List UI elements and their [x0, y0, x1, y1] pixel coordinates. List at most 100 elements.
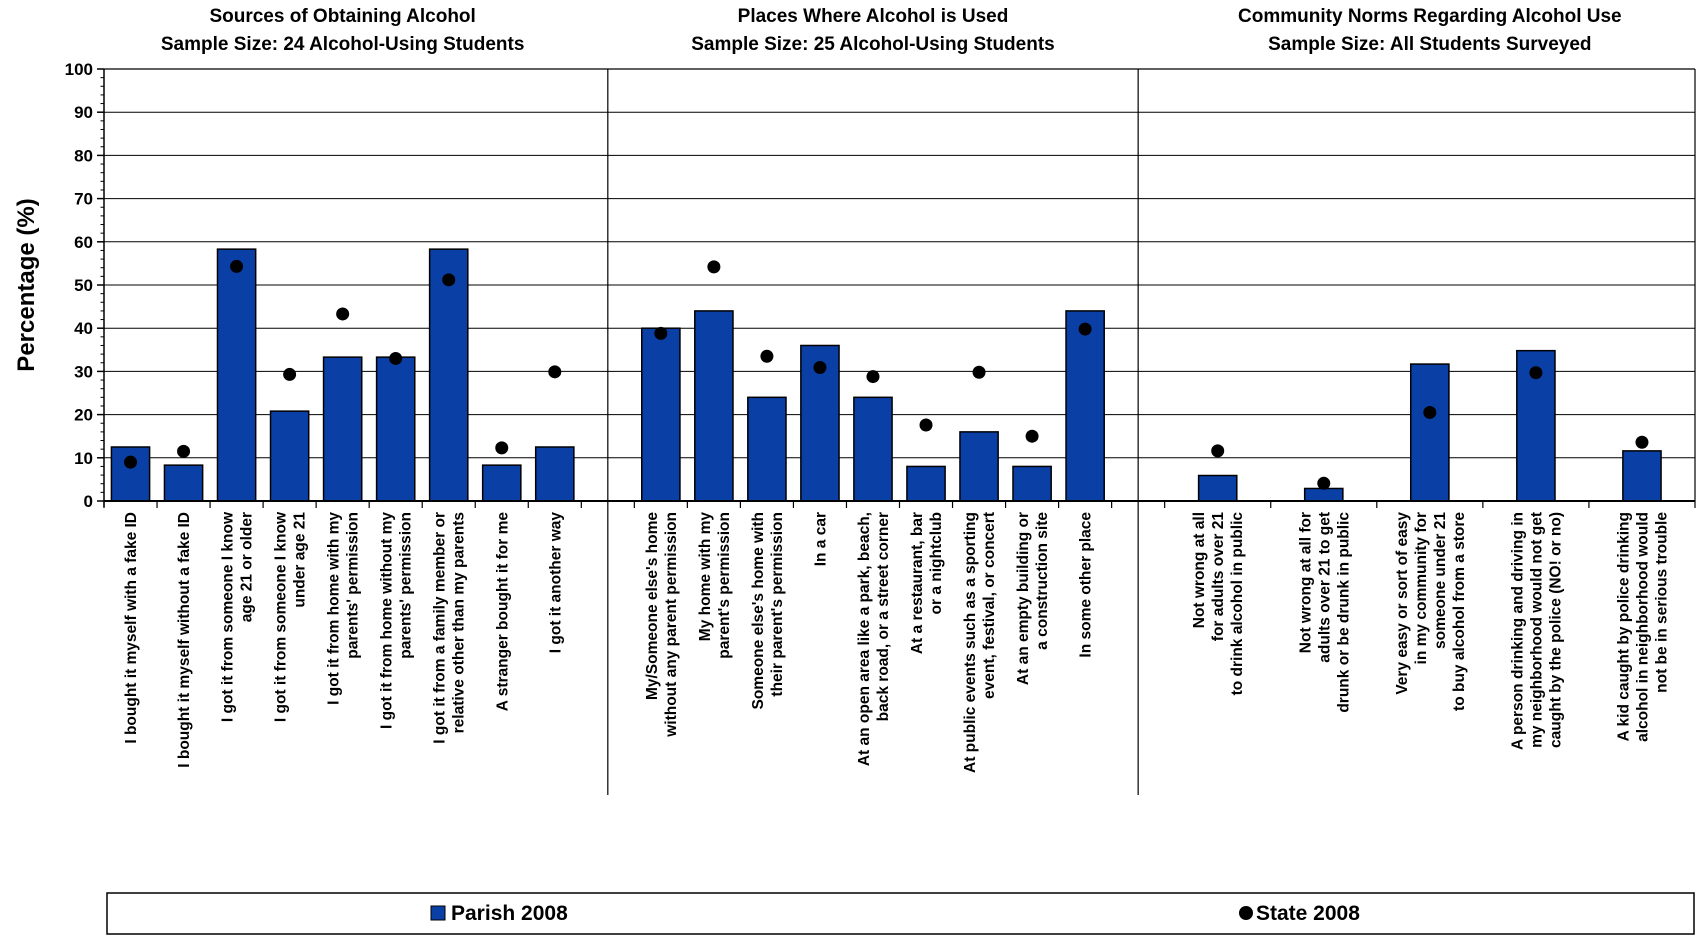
gridlines — [104, 111, 1695, 459]
state-dot — [1211, 444, 1225, 458]
panel-title-line: Sample Size: 24 Alcohol-Using Students — [161, 34, 525, 55]
x-category-label: A person drinking and driving in my neigh… — [1509, 512, 1564, 750]
x-category-label: A stranger bought it for me — [494, 512, 511, 712]
parish-bar — [1197, 474, 1238, 502]
state-dot — [866, 370, 880, 384]
state-dot — [1025, 429, 1039, 443]
state-dot — [972, 365, 986, 379]
legend-parish-swatch — [430, 905, 446, 921]
panel-titles: Sources of Obtaining Alcohol Sample Size:… — [161, 6, 1622, 55]
y-tick-labels: 0 10 20 30 40 50 60 70 80 90 100 — [65, 60, 93, 511]
y-axis-label: Percentage (%) — [13, 198, 40, 371]
x-category-label: Very easy or sort of easy in my community… — [1394, 512, 1468, 711]
x-category-label-line: to drink alcohol in public — [1229, 512, 1246, 696]
state-dot — [919, 418, 933, 432]
x-category-label-line: I bought it myself without a fake ID — [176, 512, 193, 768]
x-category-label-line: age 21 or older — [239, 512, 256, 622]
state-dot — [1423, 405, 1437, 419]
parish-bar — [694, 310, 734, 502]
parish-bars — [110, 248, 1662, 502]
state-dot — [336, 307, 350, 321]
x-category-label-line: In some other place — [1078, 512, 1095, 658]
x-category-label-line: not be in serious trouble — [1653, 512, 1670, 693]
x-category-label-line: I got it from someone I know — [273, 511, 290, 722]
x-category-label: I got it another way — [547, 512, 564, 654]
x-category-label: I bought it myself without a fake ID — [176, 512, 193, 768]
legend-box — [106, 892, 1695, 935]
state-dot — [813, 361, 827, 375]
parish-bar — [163, 464, 204, 502]
x-category-label: I got it from home with my parents' permi… — [326, 512, 362, 705]
x-category-label-line: I got it another way — [547, 512, 564, 654]
x-category-label: I got it from home without my parents' pe… — [379, 512, 415, 729]
x-category-label-line: parent's permission — [716, 512, 733, 659]
x-category-label-line: in my community for — [1413, 512, 1430, 664]
x-category-label: At an empty building or a construction si… — [1015, 512, 1051, 685]
state-dot — [760, 349, 774, 363]
x-category-label-line: I got it from home without my — [379, 512, 396, 729]
state-dot — [177, 444, 191, 458]
parish-bar — [534, 446, 575, 502]
x-category-label: I got it from a family member or relative… — [432, 512, 468, 744]
x-category-label-line: their parent's permission — [769, 512, 786, 697]
x-category-label-line: A stranger bought it for me — [494, 512, 511, 712]
x-category-label-line: my neighborhood would not get — [1528, 512, 1545, 748]
x-category-label-line: under age 21 — [292, 512, 309, 608]
x-category-label: My/Someone else's home without any parent… — [644, 512, 680, 738]
parish-bar — [1622, 450, 1662, 502]
state-dot — [442, 273, 456, 287]
state-dot — [283, 367, 297, 381]
parish-bar — [322, 356, 363, 502]
state-dot — [707, 260, 721, 274]
x-category-label: At a restaurant, bar or a nightclub — [909, 512, 945, 654]
x-category-label-line: relative other than my parents — [451, 512, 468, 733]
parish-bar — [375, 356, 416, 502]
parish-bar — [481, 464, 522, 502]
x-category-label-line: I got it from home with my — [326, 512, 343, 705]
parish-bar — [428, 248, 469, 502]
state-dot — [548, 365, 562, 379]
panel-title-line: Places Where Alcohol is Used — [738, 6, 1009, 27]
y-tick-label: 40 — [74, 319, 93, 338]
y-tick-label: 50 — [74, 276, 93, 295]
x-category-label: At an open area like a park, beach, back … — [856, 512, 892, 766]
parish-bar — [1303, 487, 1344, 502]
parish-bar — [641, 327, 681, 502]
x-category-label-line: At public events such as a sporting — [962, 512, 979, 773]
legend: Parish 2008 State 2008 — [106, 892, 1695, 935]
y-tick-label: 100 — [65, 60, 93, 79]
panel-title-line: Sample Size: 25 Alcohol-Using Students — [691, 34, 1055, 55]
x-category-label-line: I bought it myself with a fake ID — [123, 512, 140, 744]
panel-title-line: Sample Size: All Students Surveyed — [1268, 34, 1591, 55]
x-category-label: I got it from someone I know under age 21 — [273, 511, 309, 722]
state-dot — [389, 351, 403, 365]
state-dot — [1529, 366, 1543, 380]
parish-bar — [269, 410, 310, 502]
legend-state-label: State 2008 — [1256, 902, 1360, 925]
x-category-label: In some other place — [1078, 512, 1095, 658]
x-category-label-line: without any parent permission — [663, 512, 680, 738]
x-category-label-line: a construction site — [1034, 512, 1051, 650]
x-category-label-line: My home with my — [697, 512, 714, 642]
parish-bar — [216, 248, 257, 502]
parish-bar — [959, 431, 999, 502]
x-category-label: I got it from someone I know age 21 or ol… — [220, 511, 256, 722]
state-dot — [1635, 435, 1649, 449]
state-dot — [1078, 322, 1092, 336]
state-dots — [124, 259, 1649, 490]
x-category-label: A kid caught by police drinking alcohol i… — [1615, 512, 1670, 742]
x-category-labels: I bought it myself with a fake ID I bough… — [123, 511, 1670, 773]
y-tick-label: 0 — [84, 492, 93, 511]
state-dot — [654, 326, 668, 340]
x-category-label-line: Someone else's home with — [750, 512, 767, 710]
x-category-label: Not wrong at all for adults over 21 to ge… — [1297, 512, 1352, 713]
x-category-label-line: alcohol in neighborhood would — [1634, 512, 1651, 742]
x-category-label-line: for adults over 21 — [1210, 512, 1227, 642]
x-category-label-line: At an empty building or — [1015, 512, 1032, 685]
x-category-label-line: parents' permission — [345, 512, 362, 659]
axes — [97, 68, 1696, 795]
x-category-label: I bought it myself with a fake ID — [123, 512, 140, 744]
y-tick-label: 70 — [74, 190, 93, 209]
parish-bar — [1012, 465, 1052, 502]
